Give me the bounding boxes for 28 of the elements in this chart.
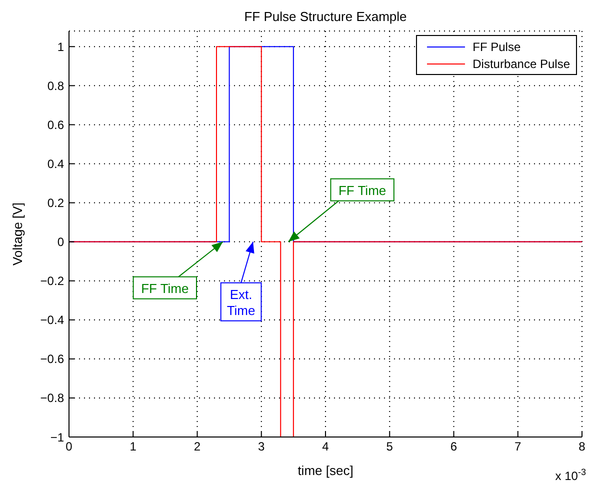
text: x 10$^{-3}$ bbox=[555, 467, 586, 483]
y-tick-label: 0.8 bbox=[47, 78, 64, 93]
y-tick-label: −0.2 bbox=[40, 274, 64, 288]
x-tick-label: 4 bbox=[322, 440, 330, 454]
y-tick-label: −0.8 bbox=[40, 391, 64, 406]
legend-label: FF Pulse bbox=[472, 40, 521, 54]
x-tick-label: 2 bbox=[194, 440, 201, 454]
annotation: FF Time bbox=[338, 182, 386, 198]
x-tick-label: 1 bbox=[130, 440, 137, 454]
chart-title: FF Pulse Structure Example bbox=[244, 9, 407, 24]
y-tick-label: 0.6 bbox=[47, 118, 64, 132]
y-tick-label: 0 bbox=[57, 235, 64, 250]
y-tick-label: −0.6 bbox=[40, 352, 64, 366]
y-axis-title: Voltage [V] bbox=[10, 202, 25, 266]
x-tick-label: 5 bbox=[386, 440, 394, 454]
y-tick-label: −0.4 bbox=[40, 313, 64, 328]
x-axis-title: time [sec] bbox=[298, 463, 354, 478]
x-tick-label: 8 bbox=[578, 440, 586, 454]
x-tick-label: 7 bbox=[514, 440, 522, 454]
x-tick-label: 6 bbox=[450, 440, 458, 454]
x-tick-label: 3 bbox=[258, 440, 266, 454]
y-tick-label: 0.4 bbox=[47, 156, 64, 171]
y-tick-label: 0.2 bbox=[47, 196, 64, 210]
legend-label: Disturbance Pulse bbox=[472, 56, 570, 70]
annotation: FF Time bbox=[141, 280, 189, 296]
y-tick-label: 1 bbox=[57, 40, 64, 54]
annotation: Ext. Time bbox=[226, 286, 256, 318]
y-tick-label: −1 bbox=[50, 430, 64, 444]
